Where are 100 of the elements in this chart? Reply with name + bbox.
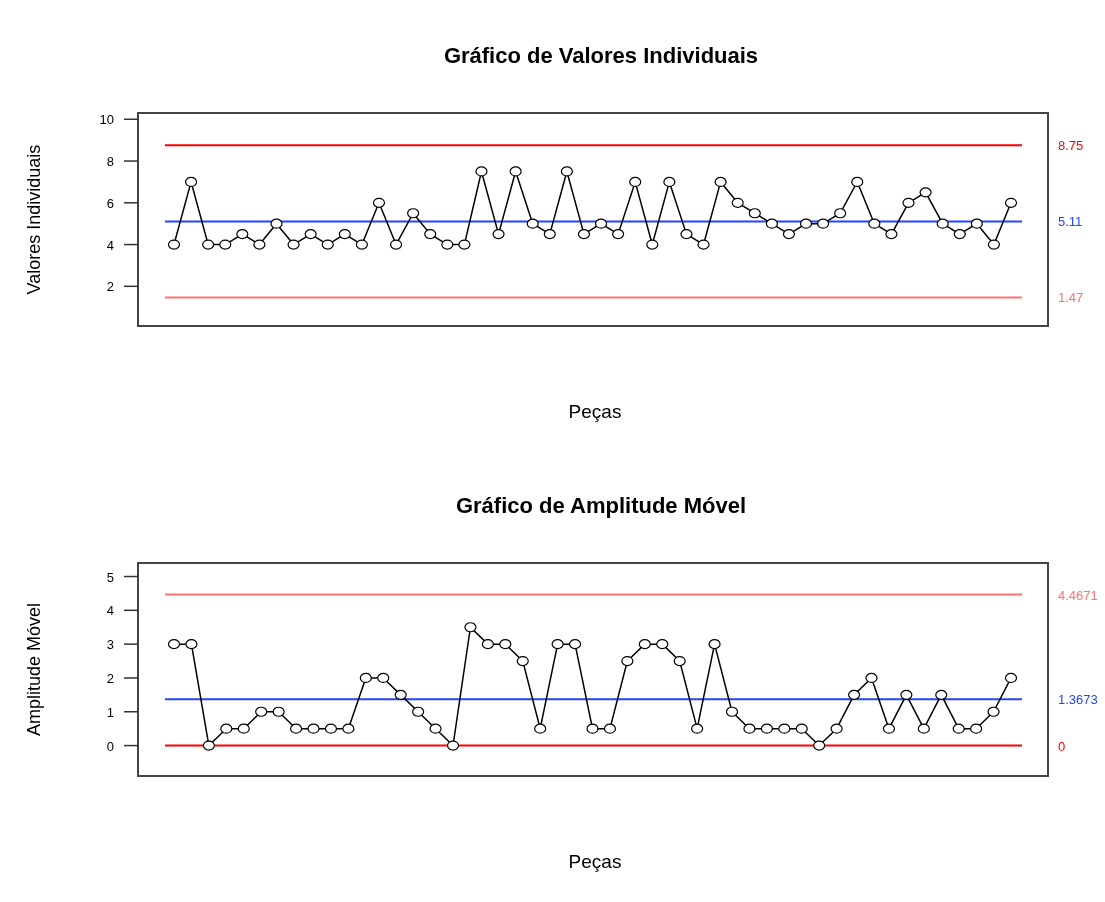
point — [516, 655, 529, 667]
point — [830, 723, 843, 734]
point — [412, 706, 425, 717]
point — [255, 706, 268, 717]
point — [765, 218, 778, 229]
y-tick-label: 6 — [106, 195, 114, 211]
point — [253, 239, 266, 250]
point — [324, 723, 338, 734]
y-axis-title: Amplitude Móvel — [24, 602, 44, 737]
point — [377, 672, 390, 684]
point — [481, 639, 494, 650]
point — [646, 239, 659, 250]
point — [917, 723, 930, 734]
point — [868, 218, 881, 229]
point — [543, 229, 556, 240]
point — [680, 229, 693, 240]
point — [167, 239, 181, 250]
point — [568, 639, 582, 650]
y-tick-label: 1 — [106, 704, 114, 720]
y-tick-label: 2 — [106, 279, 114, 295]
ref-line-label: 0 — [1058, 738, 1066, 754]
y-tick-label: 10 — [99, 112, 114, 128]
point — [708, 639, 721, 650]
point — [359, 672, 372, 684]
point — [1004, 197, 1018, 208]
point — [612, 229, 625, 240]
ref-line-label: 4.4671 — [1058, 587, 1098, 603]
y-tick-label: 8 — [106, 154, 114, 170]
ref-line-label: 8.75 — [1058, 138, 1084, 154]
y-tick-label: 3 — [106, 637, 114, 653]
point — [270, 218, 283, 229]
point — [219, 239, 232, 250]
point — [1004, 672, 1018, 684]
point — [795, 723, 808, 734]
point — [865, 672, 878, 684]
point — [882, 723, 896, 734]
point — [394, 689, 407, 700]
point — [586, 723, 599, 734]
point — [441, 239, 454, 250]
y-tick-label: 2 — [106, 670, 114, 686]
point — [987, 706, 1000, 717]
y-tick-label: 4 — [106, 603, 114, 619]
point — [621, 655, 634, 667]
point — [407, 208, 420, 219]
point — [560, 166, 573, 177]
point — [970, 218, 983, 229]
point — [902, 197, 915, 208]
point — [725, 706, 739, 717]
point — [629, 176, 642, 188]
point — [919, 187, 932, 198]
point — [551, 639, 564, 650]
point — [307, 723, 320, 734]
point — [935, 689, 948, 700]
point — [342, 723, 355, 734]
point — [429, 723, 442, 734]
point — [851, 176, 864, 188]
point — [936, 218, 949, 229]
point — [743, 723, 756, 734]
point — [534, 723, 547, 734]
point — [663, 176, 676, 188]
point — [499, 639, 512, 650]
point — [970, 723, 983, 734]
point — [185, 639, 198, 650]
point — [760, 723, 773, 734]
y-axis-title: Valores Individuais — [24, 144, 44, 295]
point — [847, 689, 861, 700]
x-axis-title: Peças — [568, 401, 622, 422]
point — [594, 218, 608, 229]
point — [778, 723, 791, 734]
point — [782, 229, 796, 240]
point — [184, 176, 198, 188]
point — [424, 229, 437, 240]
point — [799, 218, 813, 229]
point — [202, 740, 215, 751]
point — [492, 229, 505, 240]
point — [714, 176, 727, 188]
point — [900, 689, 913, 700]
point — [446, 740, 460, 751]
point — [372, 197, 386, 208]
point — [638, 639, 651, 650]
point — [304, 229, 317, 240]
point — [167, 639, 181, 650]
point — [952, 723, 965, 734]
point — [691, 723, 704, 734]
point — [236, 229, 249, 240]
point — [237, 723, 250, 734]
ref-line-label: 1.47 — [1058, 290, 1084, 306]
point — [656, 639, 669, 650]
y-tick-label: 4 — [106, 237, 114, 253]
point — [272, 706, 285, 717]
point — [987, 239, 1001, 250]
point — [813, 740, 826, 751]
y-tick-label: 0 — [106, 738, 114, 754]
point — [953, 229, 966, 240]
point — [697, 239, 710, 250]
x-axis-title: Peças — [568, 851, 622, 872]
point — [817, 218, 830, 229]
point — [464, 622, 477, 633]
point — [202, 239, 215, 250]
chart-title: Gráfico de Amplitude Móvel — [455, 493, 747, 518]
